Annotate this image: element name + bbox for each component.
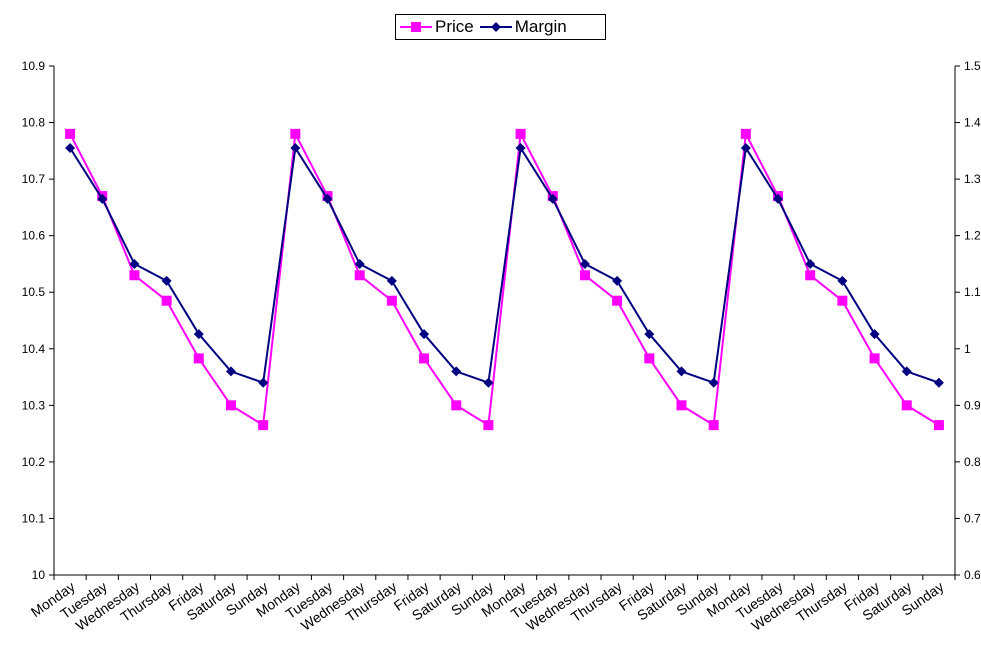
y-left-tick-label: 10.8: [22, 116, 46, 130]
data-point-price: [161, 295, 172, 306]
data-point-margin: [386, 275, 397, 286]
data-point-price: [869, 353, 880, 364]
data-point-margin: [322, 193, 333, 204]
y-left-tick-label: 10.9: [22, 59, 46, 73]
y-left-tick-label: 10: [32, 568, 46, 582]
data-point-price: [354, 270, 365, 281]
data-point-price: [65, 128, 76, 139]
data-point-margin: [612, 275, 623, 286]
data-point-price: [483, 420, 494, 431]
data-point-margin: [515, 143, 526, 154]
data-point-margin: [869, 329, 880, 340]
y-right-tick-label: 1.4: [964, 116, 981, 130]
tick-labels: 1010.110.210.310.410.510.610.710.810.90.…: [22, 59, 981, 634]
data-point-margin: [483, 377, 494, 388]
data-point-price: [740, 128, 751, 139]
data-point-price: [515, 128, 526, 139]
data-point-margin: [225, 366, 236, 377]
data-point-price: [837, 295, 848, 306]
data-point-margin: [837, 275, 848, 286]
data-point-margin: [193, 329, 204, 340]
y-left-tick-label: 10.5: [22, 285, 46, 299]
data-point-price: [386, 295, 397, 306]
data-point-price: [579, 270, 590, 281]
data-point-price: [290, 128, 301, 139]
data-point-margin: [579, 258, 590, 269]
data-point-margin: [547, 193, 558, 204]
legend-swatch-price: [400, 22, 432, 32]
data-point-price: [419, 353, 430, 364]
y-right-tick-label: 0.6: [964, 568, 981, 582]
y-left-tick-label: 10.4: [22, 342, 46, 356]
data-point-price: [451, 400, 462, 411]
y-right-tick-label: 1.1: [964, 285, 981, 299]
data-point-margin: [419, 329, 430, 340]
data-point-margin: [290, 143, 301, 154]
legend-item-price: Price: [400, 17, 474, 37]
y-left-tick-label: 10.1: [22, 511, 46, 525]
data-point-price: [708, 420, 719, 431]
data-point-price: [612, 295, 623, 306]
data-point-price: [644, 353, 655, 364]
y-right-tick-label: 1.5: [964, 59, 981, 73]
data-point-price: [129, 270, 140, 281]
y-right-tick-label: 0.7: [964, 511, 981, 525]
data-point-margin: [676, 366, 687, 377]
data-point-margin: [161, 275, 172, 286]
legend-label-price: Price: [435, 17, 474, 36]
data-point-margin: [805, 258, 816, 269]
data-point-price: [258, 420, 269, 431]
legend-label-margin: Margin: [514, 17, 567, 36]
data-point-margin: [97, 193, 108, 204]
legend-item-margin: Margin: [479, 17, 567, 37]
data-point-margin: [740, 143, 751, 154]
data-point-price: [901, 400, 912, 411]
y-left-tick-label: 10.3: [22, 398, 46, 412]
data-point-price: [676, 400, 687, 411]
data-point-margin: [65, 143, 76, 154]
data-point-price: [193, 353, 204, 364]
y-right-tick-label: 0.8: [964, 455, 981, 469]
series-line-price: [69, 130, 940, 427]
y-right-tick-label: 0.9: [964, 398, 981, 412]
y-right-tick-label: 1: [964, 342, 971, 356]
legend: Price Margin: [395, 14, 606, 40]
data-point-margin: [933, 377, 944, 388]
y-left-tick-label: 10.2: [22, 455, 46, 469]
data-point-price: [225, 400, 236, 411]
series-layer: [65, 128, 944, 431]
axes: [49, 65, 960, 580]
y-right-tick-label: 1.3: [964, 172, 981, 186]
legend-swatch-margin: [479, 22, 512, 32]
data-point-margin: [451, 366, 462, 377]
y-right-tick-label: 1.2: [964, 229, 981, 243]
data-point-margin: [354, 258, 365, 269]
data-point-margin: [258, 377, 269, 388]
data-point-price: [805, 270, 816, 281]
data-point-price: [933, 420, 944, 431]
data-point-margin: [708, 377, 719, 388]
y-left-tick-label: 10.7: [22, 172, 46, 186]
data-point-margin: [129, 258, 140, 269]
data-point-margin: [773, 193, 784, 204]
data-point-margin: [644, 329, 655, 340]
series-line-margin: [69, 145, 940, 385]
data-point-margin: [901, 366, 912, 377]
y-left-tick-label: 10.6: [22, 229, 46, 243]
